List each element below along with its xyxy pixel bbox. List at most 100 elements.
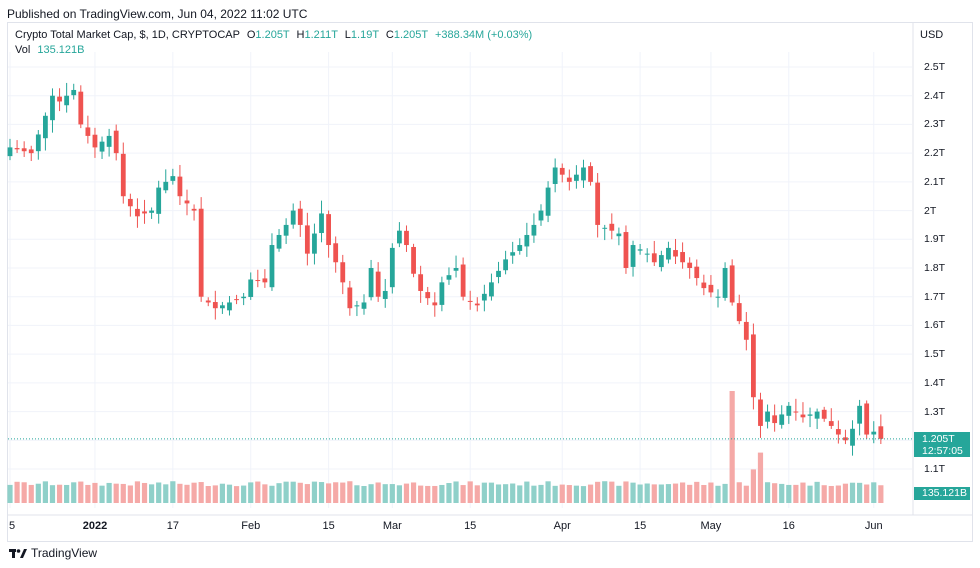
volume-bar (814, 481, 820, 503)
volume-bar (233, 486, 240, 503)
candle-body (220, 305, 225, 309)
volume-bar (64, 484, 70, 503)
candle-body (127, 198, 133, 207)
y-tick-label: 2.2T (924, 147, 946, 160)
candle-body (340, 262, 346, 283)
volume-bar (255, 481, 261, 503)
candle-body (743, 321, 749, 340)
candle-body (142, 211, 147, 214)
candle-body (269, 245, 275, 288)
candle-body (198, 208, 204, 297)
volume-bar (573, 485, 579, 503)
candle-body (92, 134, 98, 148)
volume-bar (644, 483, 650, 503)
candle-body (453, 268, 459, 271)
candle-body (751, 334, 756, 398)
candle-body (404, 230, 409, 246)
y-tick-label: 2.5T (924, 61, 946, 73)
volume-bar (354, 485, 360, 503)
candle-body (276, 234, 282, 249)
volume-bar (262, 484, 268, 503)
candle-body (821, 409, 827, 419)
close-key: C (385, 29, 394, 41)
candle-body (28, 149, 34, 154)
candle-body (135, 208, 140, 217)
volume-bar (92, 482, 98, 503)
candle-body (503, 259, 508, 271)
x-tick-label: Feb (241, 520, 261, 532)
x-tick-label: 5 (8, 520, 16, 532)
candle-body (467, 300, 473, 302)
candle-body (850, 428, 855, 446)
candle-body (588, 166, 593, 182)
candle-body (262, 278, 268, 283)
chart-frame (7, 22, 973, 542)
candle-body (489, 282, 494, 297)
close-value: 1.205T (393, 29, 428, 41)
volume-bar (545, 481, 551, 503)
volume-bar (446, 483, 452, 503)
volume-bar (736, 482, 742, 503)
volume-bar (857, 482, 863, 503)
volume-bar (701, 484, 707, 503)
candle-body (368, 268, 374, 298)
candle-body (878, 426, 884, 439)
candle-body (326, 214, 331, 246)
volume-bar (418, 485, 424, 503)
volume-bar (85, 484, 91, 503)
candle-body (481, 293, 487, 301)
volume-bar (35, 483, 41, 503)
volume-bar (623, 481, 629, 503)
candle-body (800, 414, 806, 418)
high-key: H (296, 29, 305, 41)
volume-bar (453, 481, 459, 503)
candle-body (701, 282, 707, 289)
candle-body (57, 96, 62, 102)
volume-bar (658, 484, 664, 503)
volume-bar (878, 485, 884, 503)
volume-bar (7, 484, 13, 503)
open-key: O (246, 29, 256, 41)
tradingview-footer[interactable]: TradingView (9, 546, 97, 560)
candle-body (347, 287, 353, 309)
currency-label[interactable]: USD (920, 29, 944, 41)
volume-bar (389, 484, 395, 503)
y-tick-label: 1.5T (924, 348, 946, 361)
candle-body (319, 213, 324, 234)
candle-body (205, 300, 211, 303)
symbol-title[interactable]: Crypto Total Market Cap, $, 1D, CRYPTOCA… (15, 29, 240, 41)
x-tick-label: Mar (382, 520, 402, 532)
candle-body (623, 232, 629, 268)
volume-bar (630, 482, 636, 503)
candle-body (71, 89, 77, 96)
volume-key[interactable]: Vol (15, 44, 31, 56)
candle-body (595, 182, 601, 225)
volume-bar (120, 483, 126, 503)
candle-body (545, 187, 551, 216)
candle-body (758, 399, 763, 426)
x-tick-label: 16 (782, 520, 795, 532)
volume-bar (99, 485, 105, 503)
candle-body (290, 210, 296, 225)
volume-bar (283, 481, 289, 503)
candle-body (793, 411, 799, 413)
volume-bar (28, 484, 34, 503)
candle-body (333, 243, 339, 263)
candle-body (99, 141, 105, 152)
candle-body (772, 415, 778, 424)
volume-bar (842, 483, 849, 503)
bar-countdown: 12:57:05 (922, 445, 963, 457)
candle-body (687, 262, 693, 268)
candle-body (566, 177, 572, 182)
low-value: 1.19T (350, 29, 379, 41)
volume-bar (439, 484, 445, 503)
x-tick-label: May (700, 520, 722, 532)
volume-bar (410, 482, 417, 503)
volume-bar (49, 485, 56, 503)
volume-bar (212, 485, 218, 503)
candle-body (227, 302, 232, 311)
x-tick-label: 15 (633, 520, 647, 532)
candle-body (871, 431, 877, 435)
candle-body (432, 302, 438, 306)
